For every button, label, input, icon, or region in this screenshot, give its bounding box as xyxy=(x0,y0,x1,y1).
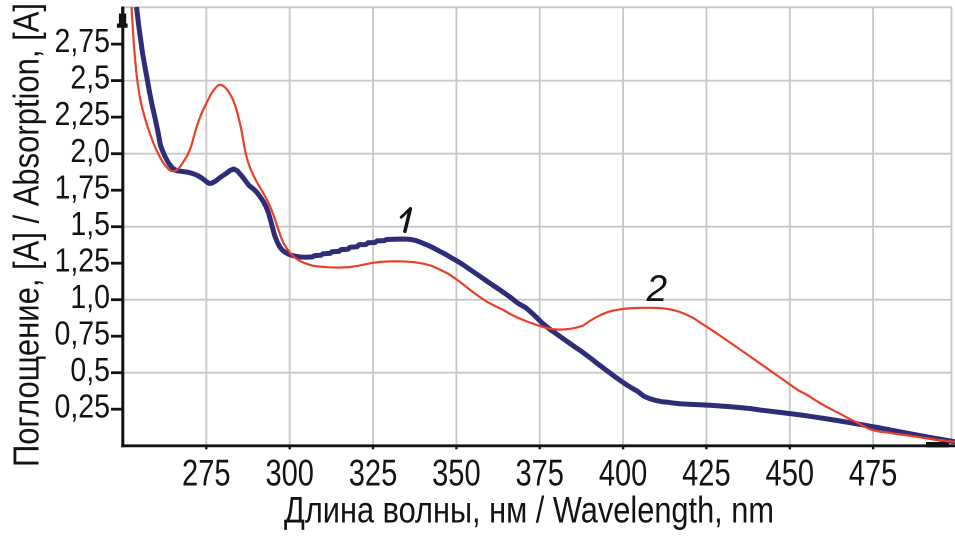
svg-text:400: 400 xyxy=(599,452,648,493)
svg-text:425: 425 xyxy=(682,452,731,493)
svg-text:1,5: 1,5 xyxy=(70,206,110,243)
svg-text:475: 475 xyxy=(849,452,898,493)
svg-text:325: 325 xyxy=(349,452,398,493)
svg-text:350: 350 xyxy=(432,452,481,493)
svg-text:375: 375 xyxy=(515,452,564,493)
svg-text:2,75: 2,75 xyxy=(55,23,111,60)
svg-text:300: 300 xyxy=(265,452,314,493)
svg-text:450: 450 xyxy=(766,452,815,493)
svg-text:0,25: 0,25 xyxy=(55,388,111,425)
svg-text:0,75: 0,75 xyxy=(55,315,111,352)
svg-text:2,5: 2,5 xyxy=(70,60,110,97)
svg-text:0,5: 0,5 xyxy=(70,352,110,389)
svg-text:1,75: 1,75 xyxy=(55,169,111,206)
svg-text:1,0: 1,0 xyxy=(70,279,110,316)
svg-text:Длина волны, нм / Wavelengt: Длина волны, нм / Wavelength, nm xyxy=(284,490,774,531)
svg-text:2: 2 xyxy=(646,268,668,309)
svg-text:275: 275 xyxy=(182,452,231,493)
svg-text:2,25: 2,25 xyxy=(55,96,111,133)
svg-text:2,0: 2,0 xyxy=(70,133,110,170)
svg-text:1,25: 1,25 xyxy=(55,242,111,279)
svg-text:Поглощение, [А] / Absorptio: Поглощение, [А] / Absorption, [A] xyxy=(6,3,47,467)
